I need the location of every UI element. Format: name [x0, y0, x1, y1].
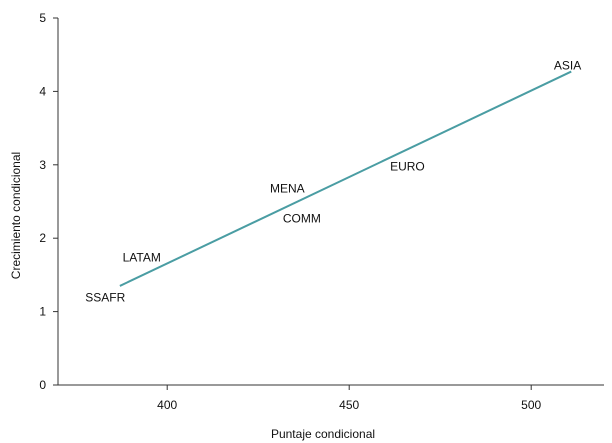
point-label-asia: ASIA: [554, 59, 581, 73]
point-label-ssafr: SSAFR: [85, 291, 125, 305]
x-tick-label: 400: [157, 398, 177, 412]
x-tick-label: 450: [339, 398, 359, 412]
y-axis-label: Crecimiento condicional: [9, 152, 23, 279]
point-label-latam: LATAM: [123, 250, 161, 264]
y-tick-label: 1: [39, 305, 46, 319]
y-tick-label: 3: [39, 158, 46, 172]
x-tick-label: 500: [521, 398, 541, 412]
x-axis-label: Puntaje condicional: [271, 427, 375, 441]
point-label-euro: EURO: [390, 159, 425, 173]
point-label-mena: MENA: [270, 181, 305, 195]
axes: [57, 18, 604, 386]
series-group: [119, 70, 572, 287]
y-tick-label: 5: [39, 11, 46, 25]
y-tick-label: 4: [39, 84, 46, 98]
trend-line: [119, 70, 572, 287]
point-labels: ASIA EURO MENA COMM LATAM SSAFR: [85, 59, 581, 305]
y-tick-label: 0: [39, 378, 46, 392]
ticks: 0 1 2 3 4 5 400 450 500: [39, 11, 541, 412]
point-label-comm: COMM: [283, 211, 321, 225]
y-tick-label: 2: [39, 231, 46, 245]
